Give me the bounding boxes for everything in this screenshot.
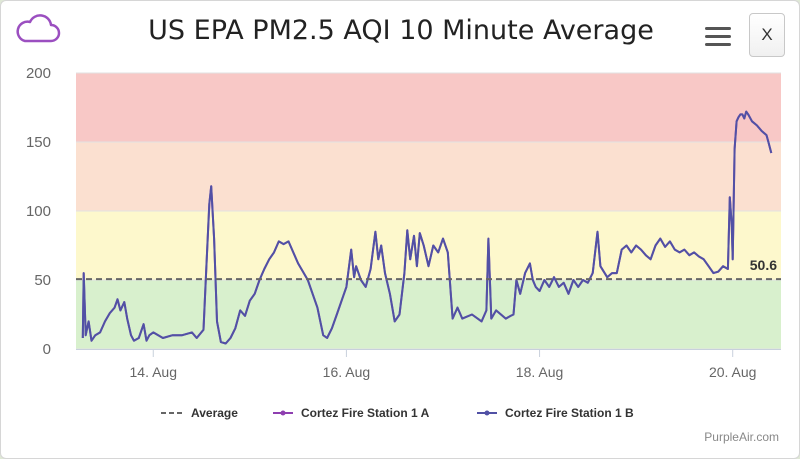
x-tick-label: 18. Aug: [516, 364, 564, 380]
y-tick-label: 0: [43, 341, 51, 358]
legend-label[interactable]: Cortez Fire Station 1 B: [505, 406, 634, 420]
x-tick-label: 16. Aug: [323, 364, 371, 380]
y-tick-label: 150: [26, 134, 51, 151]
y-tick-label: 200: [26, 65, 51, 82]
aqi-band-3: [76, 73, 781, 142]
x-tick-label: 14. Aug: [130, 364, 178, 380]
y-tick-label: 100: [26, 203, 51, 220]
series-line-b: [81, 110, 773, 345]
legend-marker: [280, 410, 286, 416]
legend-label[interactable]: Average: [191, 406, 238, 420]
aqi-band-1: [76, 211, 781, 280]
hamburger-menu-icon[interactable]: [705, 27, 731, 47]
aqi-band-2: [76, 142, 781, 211]
chart-title: US EPA PM2.5 AQI 10 Minute Average: [148, 15, 654, 46]
y-tick-label: 50: [34, 272, 51, 289]
aqi-band-0: [76, 280, 781, 349]
close-button[interactable]: X: [749, 13, 785, 57]
x-tick-label: 20. Aug: [709, 364, 757, 380]
legend-marker: [484, 410, 490, 416]
cloud-icon[interactable]: [13, 13, 61, 45]
credit-link[interactable]: PurpleAir.com: [704, 430, 779, 444]
legend-label[interactable]: Cortez Fire Station 1 A: [301, 406, 430, 420]
average-value-label: 50.6: [750, 257, 777, 273]
